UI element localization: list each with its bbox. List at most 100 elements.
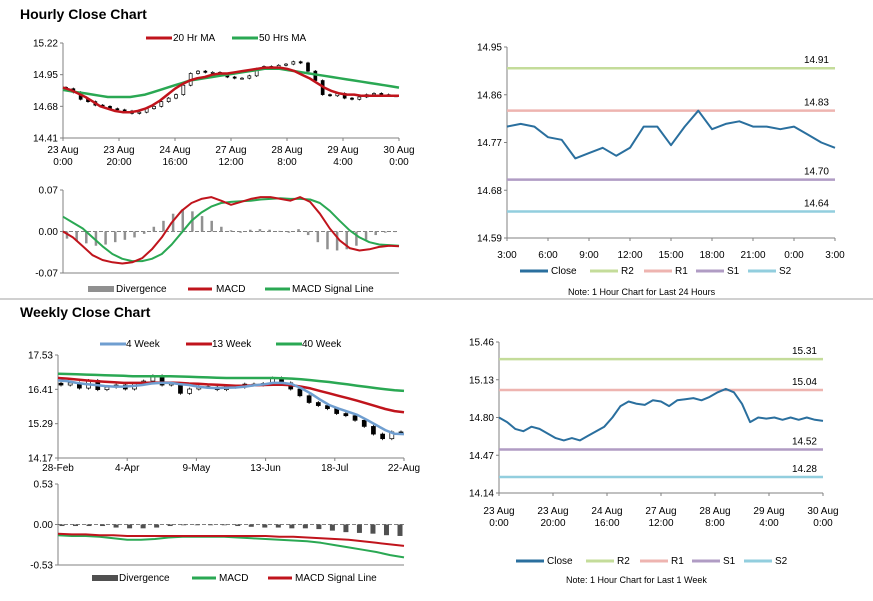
weekly-signal-line [57,532,405,547]
hourly-macd-divergence-bar [104,231,107,245]
weekly-price-candle-body [371,426,376,435]
weekly-price-xtick-label: 18-Jul [321,463,348,474]
weekly-pivot-xtick-label: 12:00 [648,518,673,529]
hourly-price-xtick-label: 23 Aug [47,145,78,156]
weekly-macd-divergence-bar [383,524,389,536]
weekly-macd-ytick-label: -0.53 [30,561,53,572]
weekly-price-candle-body [325,405,330,409]
hourly-macd-divergence-bar [75,231,78,241]
weekly-macd-divergence-bar [343,524,349,533]
weekly-price-candle-body [104,386,110,390]
hourly-pivot-xtick-label: 0:00 [784,250,804,261]
weekly-macd-ytick-label: 0.53 [34,480,54,491]
hourly-macd-divergence-bar [65,231,69,239]
legend-weekly-r1-label: R1 [671,556,684,567]
hourly-macd-divergence-bar [85,231,88,244]
hourly-macd-divergence-bar [306,231,310,236]
hourly-ma20-line [62,66,399,114]
hourly-price-candle-body [181,84,186,95]
hourly-macd-divergence-bar [123,231,127,240]
hourly-macd-divergence-bar [355,231,358,246]
hourly-price-xtick-label: 16:00 [162,157,187,168]
weekly-13week-line [57,376,405,414]
hourly-macd-divergence-bar [191,211,194,232]
legend-weekly-s2-label: S2 [775,556,788,567]
hourly-price-candle-body [284,63,288,66]
weekly-price-candle-body [306,395,312,403]
hourly-pivot-close-line [506,109,836,160]
legend-close-label: Close [551,266,577,277]
legend-weekly-divergence-swatch [92,575,118,581]
legend-weekly-signal-label: MACD Signal Line [295,573,377,584]
hourly-price-candle-body [115,108,120,111]
legend-4week-label: 4 Week [126,339,161,350]
weekly-macd-divergence-bar [262,524,268,528]
hourly-macd-divergence-bar [277,230,281,232]
hourly-price-ytick-label: 14.68 [33,102,58,113]
weekly-price-candle-body [187,388,192,394]
weekly-macd-divergence-bar [181,524,187,526]
hourly-pivot-note: Note: 1 Hour Chart for Last 24 Hours [568,287,716,297]
hourly-macd-divergence-bar [171,213,175,232]
hourly-macd-divergence-bar [229,230,233,232]
hourly-price-candle-body [174,94,178,99]
hourly-pivot-ytick-label: 14.68 [477,186,502,197]
legend-ma20-label: 20 Hr MA [173,33,216,44]
hourly-price-candle-body [137,111,142,114]
weekly-macd-divergence-bar [86,524,92,527]
weekly-macd-divergence-bar [140,524,146,529]
hourly-price-xtick-label: 27 Aug [215,145,246,156]
weekly-macd-divergence-bar [235,524,241,527]
hourly-macd-line [62,196,400,265]
hourly-price-candle-body [298,61,303,64]
weekly-pivot-ytick-label: 14.47 [469,451,494,462]
hourly-pivot-ytick-label: 14.77 [477,138,502,149]
legend-s2-label: S2 [779,266,792,277]
hourly-pivot-xtick-label: 18:00 [699,250,724,261]
weekly-price-xtick-label: 22-Aug [388,463,420,474]
legend-weekly-s1-label: S1 [723,556,736,567]
hourly-chart-title: Hourly Close Chart [20,6,147,22]
legend-macd-label: MACD [216,284,245,295]
weekly-pivot-xtick-label: 8:00 [705,518,725,529]
weekly-macd-divergence-bar [370,524,376,534]
hourly-macd-divergence-bar [249,229,252,232]
weekly-macd-divergence-bar [194,524,200,526]
hourly-macd-divergence-bar [287,231,291,233]
weekly-chart-title: Weekly Close Chart [20,304,151,320]
hourly-price-candle-body [196,70,200,74]
hourly-price-candle-body [350,97,354,100]
weekly-macd-divergence-bar [59,524,65,527]
hourly-macd-divergence-bar [335,231,339,251]
legend-13week-label: 13 Week [212,339,252,350]
hourly-macd-divergence-bar [152,226,156,232]
weekly-price-candle-body [58,382,64,386]
legend-divergence-swatch [88,286,114,292]
hourly-price-ytick-label: 15.22 [33,39,58,50]
weekly-macd-divergence-bar [167,524,173,527]
hourly-macd-divergence-bar [364,231,368,240]
weekly-macd-divergence-bar [208,524,214,526]
weekly-pivot-ytick-label: 14.14 [469,489,494,500]
legend-s1-label: S1 [727,266,740,277]
hourly-macd-divergence-bar [162,220,165,232]
legend-weekly-divergence-label: Divergence [119,573,170,584]
hourly-price-ytick-label: 14.95 [33,70,58,81]
hourly-macd-divergence-bar [316,231,320,243]
hourly-price-xtick-label: 12:00 [218,157,243,168]
weekly-macd-divergence-bar [397,524,403,536]
weekly-price-candle-body [343,413,349,417]
legend-weekly-r2-label: R2 [617,556,630,567]
hourly-price-candle-body [328,94,332,97]
weekly-macd-divergence-bar [289,524,295,529]
hourly-macd-divergence-bar [393,231,397,233]
hourly-macd-divergence-bar [94,231,98,246]
weekly-pivot-r2-value: 15.31 [792,346,817,357]
hourly-macd-divergence-bar [113,231,117,243]
weekly-pivot-xtick-label: 27 Aug [645,506,676,517]
weekly-macd-divergence-bar [302,524,308,529]
weekly-price-xtick-label: 28-Feb [42,463,74,474]
weekly-pivot-s1-value: 14.52 [792,437,817,448]
weekly-price-candle-body [361,419,367,427]
weekly-macd-divergence-bar [113,524,119,528]
